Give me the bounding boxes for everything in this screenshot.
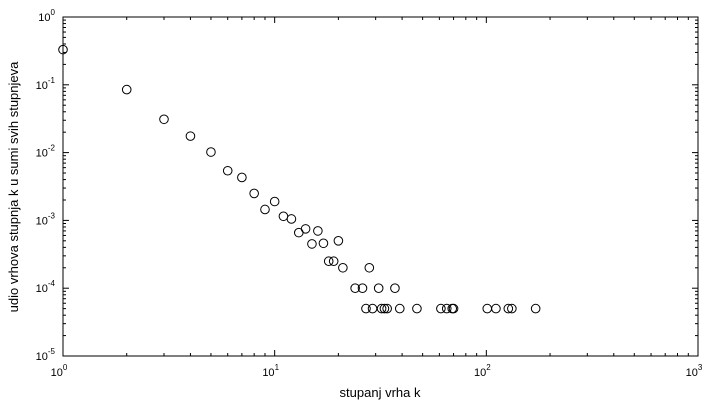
data-point [278, 211, 289, 222]
data-point [338, 262, 348, 273]
data-point [300, 224, 311, 234]
data-point [313, 226, 323, 236]
x-tick-label: 100 [51, 363, 68, 379]
y-tick-labels: 10-5 10-4 10-3 10-2 10-1 100 [36, 8, 56, 363]
data-point [307, 239, 317, 249]
data-point [350, 283, 360, 294]
data-point [441, 303, 452, 314]
data-point [491, 303, 501, 314]
data-point [373, 283, 384, 294]
data-point [361, 303, 371, 314]
data-point [436, 303, 446, 314]
data-point [269, 196, 280, 207]
plot-area [62, 16, 699, 357]
y-tick-label: 10-5 [36, 347, 56, 363]
tick-layer [62, 16, 699, 357]
data-point [333, 236, 344, 246]
data-points [58, 44, 541, 314]
data-point [328, 256, 339, 267]
y-tick-label: 100 [38, 8, 55, 24]
data-point [367, 303, 378, 314]
data-point [382, 303, 392, 314]
data-point [58, 44, 68, 55]
data-point [482, 303, 493, 314]
x-tick-label: 102 [474, 363, 491, 379]
data-point [379, 303, 390, 314]
y-tick-label: 10-3 [36, 211, 56, 227]
data-point [222, 165, 233, 176]
x-tick-labels: 100 101 102 103 [51, 363, 703, 379]
data-point [390, 283, 400, 294]
x-tick-label: 101 [262, 363, 279, 379]
y-tick-label: 10-4 [36, 279, 56, 295]
y-tick-label: 10-2 [36, 144, 56, 160]
y-axis-label: udio vrhova stupnja k u sumi svih stupnj… [6, 61, 21, 313]
y-tick-label: 10-1 [36, 76, 56, 92]
data-point [318, 238, 329, 249]
data-point [121, 84, 132, 95]
data-point [206, 147, 216, 157]
data-point [530, 303, 541, 314]
data-point [286, 214, 297, 224]
data-point [364, 262, 375, 273]
data-point [323, 256, 334, 267]
data-point [159, 114, 169, 125]
data-point [185, 131, 196, 141]
data-point [412, 303, 422, 314]
data-point [260, 204, 270, 215]
x-axis-label: stupanj vrha k [340, 385, 421, 400]
data-point [249, 188, 259, 199]
data-point [507, 303, 517, 314]
data-point [376, 303, 387, 314]
data-point [357, 283, 368, 294]
data-point [237, 172, 247, 183]
data-point [503, 303, 514, 314]
x-tick-label: 103 [686, 363, 703, 379]
data-point [448, 303, 459, 314]
data-point [394, 303, 405, 314]
